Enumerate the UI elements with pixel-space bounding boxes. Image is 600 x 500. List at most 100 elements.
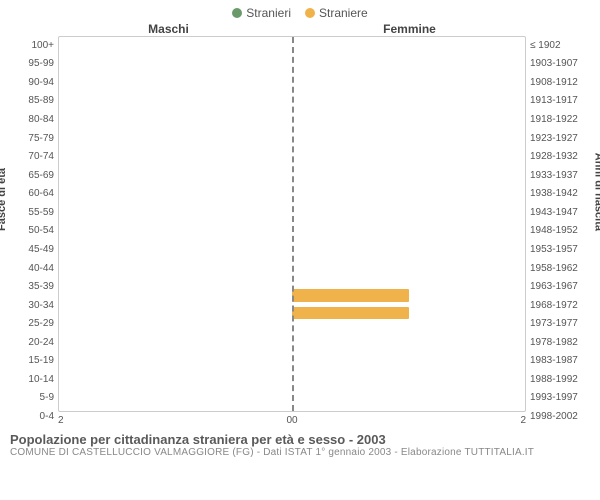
bar-row-female — [292, 286, 525, 304]
bar-row-female — [292, 304, 525, 322]
center-divider — [292, 37, 294, 411]
y-tick-right: ≤ 1902 — [530, 40, 582, 51]
bar-row-female — [292, 393, 525, 411]
bar-row-female — [292, 37, 525, 55]
bar-row-male — [59, 180, 292, 198]
bar-row-female — [292, 375, 525, 393]
y-tick-right: 1943-1947 — [530, 207, 582, 218]
bar-row-female — [292, 251, 525, 269]
bar-row-male — [59, 215, 292, 233]
y-tick-right: 1958-1962 — [530, 263, 582, 274]
legend: Stranieri Straniere — [0, 0, 600, 22]
bar-row-male — [59, 73, 292, 91]
chart-area: Fasce di età 100+ 95-99 90-94 85-89 80-84 75-… — [0, 36, 600, 426]
y-tick-right: 1998-2002 — [530, 411, 582, 422]
panel-title-male: Maschi — [48, 22, 289, 36]
legend-item-male: Stranieri — [232, 6, 291, 20]
chart-title: Popolazione per cittadinanza straniera p… — [10, 432, 590, 447]
bar-row-female — [292, 358, 525, 376]
bar-row-female — [292, 322, 525, 340]
bar-row-male — [59, 197, 292, 215]
y-tick-left: 55-59 — [18, 207, 54, 218]
y-tick-left: 80-84 — [18, 114, 54, 125]
y-tick-right: 1953-1957 — [530, 244, 582, 255]
y-tick-right: 1993-1997 — [530, 392, 582, 403]
panel-title-female: Femmine — [289, 22, 530, 36]
bar-row-male — [59, 251, 292, 269]
y-tick-left: 25-29 — [18, 318, 54, 329]
y-tick-right: 1903-1907 — [530, 58, 582, 69]
y-tick-left: 5-9 — [18, 392, 54, 403]
y-tick-left: 85-89 — [18, 95, 54, 106]
y-tick-left: 0-4 — [18, 411, 54, 422]
bar-row-male — [59, 358, 292, 376]
y-tick-left: 90-94 — [18, 77, 54, 88]
bar-row-male — [59, 108, 292, 126]
bar-row-male — [59, 304, 292, 322]
y-tick-right: 1968-1972 — [530, 300, 582, 311]
y-tick-left: 45-49 — [18, 244, 54, 255]
y-tick-right: 1918-1922 — [530, 114, 582, 125]
bar-row-female — [292, 340, 525, 358]
y-tick-right: 1938-1942 — [530, 188, 582, 199]
footer: Popolazione per cittadinanza straniera p… — [0, 426, 600, 458]
y-tick-right: 1913-1917 — [530, 95, 582, 106]
legend-dot-male — [232, 8, 242, 18]
bar-row-female — [292, 180, 525, 198]
bar-row-male — [59, 393, 292, 411]
y-tick-left: 75-79 — [18, 133, 54, 144]
bar-row-female — [292, 162, 525, 180]
bar-row-female — [292, 73, 525, 91]
y-tick-right: 1983-1987 — [530, 355, 582, 366]
bar-row-male — [59, 375, 292, 393]
y-tick-left: 40-44 — [18, 263, 54, 274]
y-tick-left: 35-39 — [18, 281, 54, 292]
y-axis-right-label: Anni di nascita — [592, 153, 600, 231]
x-axis: 2 0 0 2 — [58, 412, 526, 426]
y-tick-left: 100+ — [18, 40, 54, 51]
y-tick-left: 15-19 — [18, 355, 54, 366]
y-ticks-right: ≤ 1902 1903-1907 1908-1912 1913-1917 1918-19… — [526, 36, 582, 426]
chart-subtitle: COMUNE DI CASTELLUCCIO VALMAGGIORE (FG) … — [10, 447, 590, 458]
bar-row-male — [59, 233, 292, 251]
bar-row-female — [292, 108, 525, 126]
y-tick-left: 95-99 — [18, 58, 54, 69]
y-tick-left: 30-34 — [18, 300, 54, 311]
y-tick-right: 1908-1912 — [530, 77, 582, 88]
bar-row-male — [59, 162, 292, 180]
y-ticks-left: 100+ 95-99 90-94 85-89 80-84 75-79 70-74 65-69 6… — [18, 36, 58, 426]
bar-row-male — [59, 269, 292, 287]
y-tick-left: 70-74 — [18, 151, 54, 162]
bar-row-male — [59, 340, 292, 358]
y-tick-right: 1948-1952 — [530, 225, 582, 236]
legend-label-female: Straniere — [319, 6, 368, 20]
bar-row-male — [59, 144, 292, 162]
legend-dot-female — [305, 8, 315, 18]
panel-titles: Maschi Femmine — [0, 22, 600, 36]
bars-male — [59, 37, 292, 411]
bar-row-female — [292, 144, 525, 162]
bar-row-female — [292, 269, 525, 287]
y-tick-right: 1973-1977 — [530, 318, 582, 329]
bar-row-male — [59, 37, 292, 55]
bar-row-female — [292, 233, 525, 251]
y-tick-right: 1963-1967 — [530, 281, 582, 292]
y-tick-left: 65-69 — [18, 170, 54, 181]
bar-row-female — [292, 55, 525, 73]
y-tick-right: 1933-1937 — [530, 170, 582, 181]
bar-row-female — [292, 90, 525, 108]
y-tick-left: 20-24 — [18, 337, 54, 348]
bars-female — [292, 37, 525, 411]
y-axis-left-label: Fasce di età — [0, 168, 8, 231]
bar-female — [292, 289, 409, 301]
plot — [58, 36, 526, 412]
bar-row-male — [59, 55, 292, 73]
y-tick-right: 1923-1927 — [530, 133, 582, 144]
y-tick-left: 60-64 — [18, 188, 54, 199]
bar-row-female — [292, 215, 525, 233]
y-tick-right: 1988-1992 — [530, 374, 582, 385]
bar-row-male — [59, 322, 292, 340]
bar-row-female — [292, 197, 525, 215]
bar-female — [292, 307, 409, 319]
legend-item-female: Straniere — [305, 6, 368, 20]
